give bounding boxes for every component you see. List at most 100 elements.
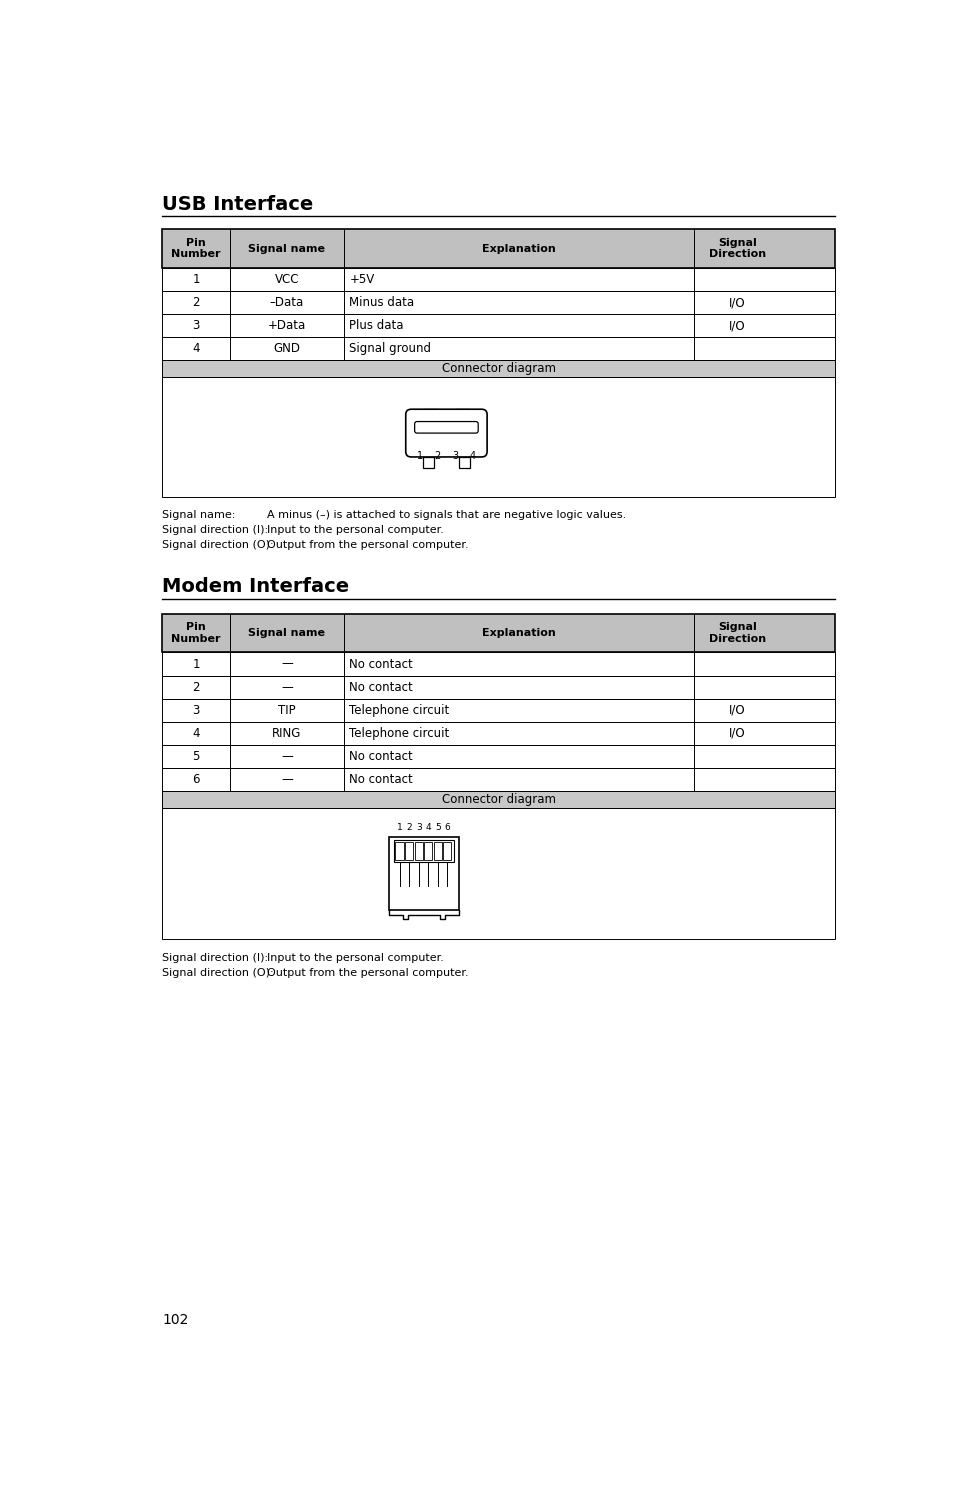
Text: 5: 5: [193, 750, 199, 763]
Text: Signal name: Signal name: [248, 244, 326, 253]
Text: Output from the personal computer.: Output from the personal computer.: [267, 967, 468, 978]
Bar: [444, 841, 451, 860]
Text: Signal ground: Signal ground: [350, 342, 431, 356]
Text: –Data: –Data: [270, 295, 304, 309]
Bar: [416, 437, 424, 446]
Text: —: —: [281, 750, 293, 763]
Text: Pin
Number: Pin Number: [171, 622, 220, 643]
Text: USB Interface: USB Interface: [162, 194, 313, 214]
Bar: [424, 841, 432, 860]
Text: I/O: I/O: [729, 295, 746, 309]
Text: Plus data: Plus data: [350, 319, 404, 332]
Bar: [162, 268, 835, 291]
Text: 1: 1: [397, 823, 402, 832]
Text: Signal direction (I):: Signal direction (I):: [162, 526, 268, 535]
Text: TIP: TIP: [278, 704, 296, 717]
Text: VCC: VCC: [275, 273, 299, 286]
Text: Input to the personal computer.: Input to the personal computer.: [267, 952, 444, 963]
Bar: [389, 836, 459, 910]
Text: RING: RING: [272, 726, 302, 740]
Text: 1: 1: [193, 273, 200, 286]
Text: 2: 2: [435, 451, 441, 461]
Text: 4: 4: [469, 451, 476, 461]
Text: 5: 5: [435, 823, 441, 832]
Text: 6: 6: [193, 773, 200, 787]
Text: 3: 3: [193, 319, 199, 332]
Text: 4: 4: [193, 342, 200, 356]
Text: Signal name:: Signal name:: [162, 511, 236, 520]
Text: I/O: I/O: [729, 319, 746, 332]
Bar: [162, 699, 835, 722]
Text: 1: 1: [417, 451, 423, 461]
Bar: [415, 841, 422, 860]
Bar: [162, 360, 835, 377]
Bar: [162, 744, 835, 769]
Text: —: —: [281, 657, 293, 671]
Text: Signal direction (O):: Signal direction (O):: [162, 541, 274, 550]
Bar: [451, 437, 460, 446]
Bar: [455, 410, 468, 420]
Bar: [162, 229, 835, 268]
Text: Telephone circuit: Telephone circuit: [350, 704, 449, 717]
Bar: [162, 291, 835, 313]
Text: Output from the personal computer.: Output from the personal computer.: [267, 541, 468, 550]
Bar: [162, 808, 835, 939]
Text: Explanation: Explanation: [482, 628, 556, 639]
Bar: [434, 841, 442, 860]
Text: No contact: No contact: [350, 773, 413, 787]
Text: No contact: No contact: [350, 657, 413, 671]
Text: No contact: No contact: [350, 750, 413, 763]
Text: +Data: +Data: [267, 319, 306, 332]
Text: Input to the personal computer.: Input to the personal computer.: [267, 526, 444, 535]
Text: 2: 2: [193, 681, 200, 693]
Text: Signal
Direction: Signal Direction: [709, 622, 766, 643]
Text: 3: 3: [452, 451, 458, 461]
Text: 3: 3: [193, 704, 199, 717]
Text: Signal
Direction: Signal Direction: [709, 238, 766, 259]
Text: Signal direction (I):: Signal direction (I):: [162, 952, 268, 963]
Text: Modem Interface: Modem Interface: [162, 577, 350, 595]
FancyBboxPatch shape: [415, 422, 478, 433]
Text: Connector diagram: Connector diagram: [442, 793, 556, 806]
Bar: [162, 313, 835, 338]
Text: I/O: I/O: [729, 704, 746, 717]
Text: 4: 4: [193, 726, 200, 740]
Text: Connector diagram: Connector diagram: [442, 362, 556, 375]
Text: Signal direction (O):: Signal direction (O):: [162, 967, 274, 978]
Bar: [396, 841, 403, 860]
Text: Pin
Number: Pin Number: [171, 238, 220, 259]
Text: A minus (–) is attached to signals that are negative logic values.: A minus (–) is attached to signals that …: [267, 511, 627, 520]
Bar: [162, 722, 835, 744]
Bar: [162, 675, 835, 699]
Bar: [423, 457, 434, 467]
Bar: [162, 769, 835, 791]
Bar: [394, 839, 454, 862]
Bar: [459, 457, 469, 467]
Bar: [162, 338, 835, 360]
Text: +5V: +5V: [350, 273, 375, 286]
Text: 102: 102: [162, 1314, 189, 1328]
Bar: [162, 613, 835, 653]
Text: 2: 2: [406, 823, 412, 832]
Bar: [424, 410, 438, 420]
Text: —: —: [281, 773, 293, 787]
Text: I/O: I/O: [729, 726, 746, 740]
Text: —: —: [281, 681, 293, 693]
Text: 2: 2: [193, 295, 200, 309]
Text: Explanation: Explanation: [482, 244, 556, 253]
Bar: [162, 791, 835, 808]
Text: 6: 6: [445, 823, 450, 832]
Bar: [468, 437, 477, 446]
Text: No contact: No contact: [350, 681, 413, 693]
Text: 1: 1: [193, 657, 200, 671]
FancyBboxPatch shape: [406, 410, 487, 457]
Bar: [433, 437, 442, 446]
Bar: [162, 653, 835, 675]
Text: Minus data: Minus data: [350, 295, 415, 309]
Bar: [405, 841, 413, 860]
Text: 3: 3: [416, 823, 422, 832]
Text: Signal name: Signal name: [248, 628, 326, 639]
Text: GND: GND: [273, 342, 300, 356]
Text: 4: 4: [425, 823, 431, 832]
Text: Telephone circuit: Telephone circuit: [350, 726, 449, 740]
